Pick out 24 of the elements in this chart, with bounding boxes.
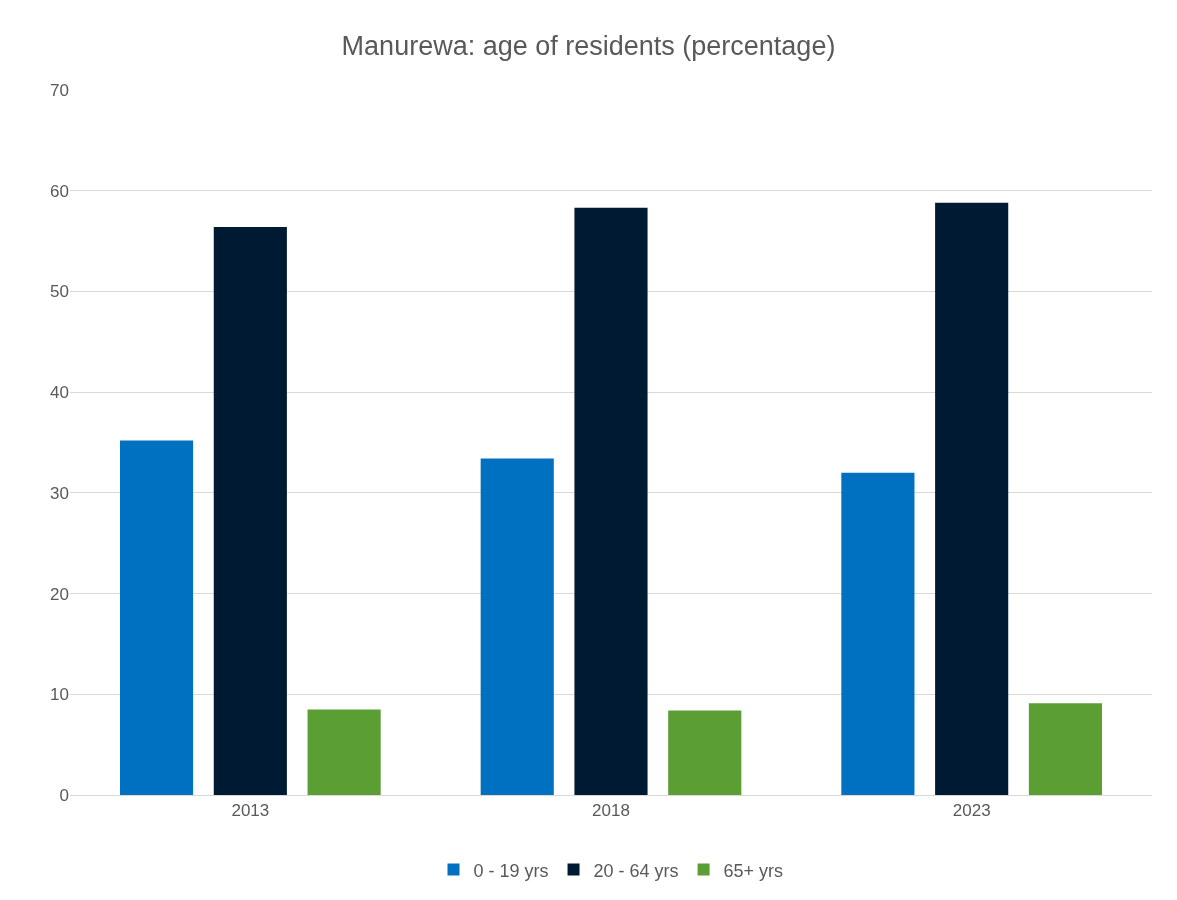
bar	[668, 710, 742, 795]
legend-label: 0 - 19 yrs	[473, 860, 549, 881]
bar	[307, 709, 381, 795]
x-tick-label: 2013	[231, 801, 270, 821]
legend-label: 65+ yrs	[723, 860, 784, 881]
y-tick-label: 20	[50, 584, 69, 604]
bar	[1028, 703, 1103, 795]
x-tick-label: 2018	[592, 801, 630, 821]
bar	[935, 202, 1009, 795]
x-tick-label: 2023	[952, 801, 991, 821]
bar	[480, 458, 554, 795]
y-tick-label: 60	[50, 181, 69, 201]
y-tick-label: 70	[50, 80, 69, 100]
bar	[841, 472, 915, 795]
bar	[119, 440, 194, 795]
legend-label: 20 - 64 yrs	[593, 860, 679, 881]
bar	[574, 207, 648, 795]
y-tick-label: 10	[50, 685, 69, 705]
chart-title: Manurewa: age of residents (percentage)	[341, 30, 836, 61]
y-tick-label: 30	[50, 483, 69, 503]
y-tick-label: 0	[59, 785, 69, 805]
y-tick-label: 50	[50, 282, 69, 302]
bar	[213, 226, 287, 795]
y-tick-label: 40	[50, 383, 69, 403]
